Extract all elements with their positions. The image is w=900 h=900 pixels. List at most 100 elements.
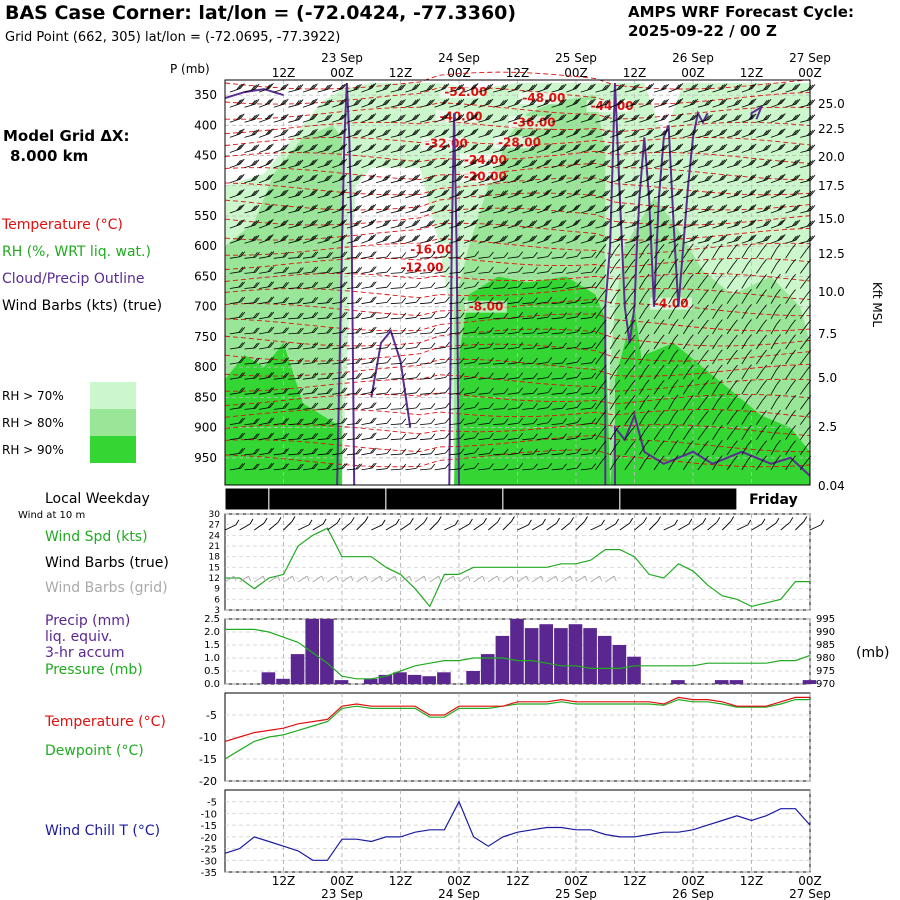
wind-barb xyxy=(624,235,640,244)
wind-barb xyxy=(317,403,333,410)
wind-barb xyxy=(302,204,318,214)
wind-barb xyxy=(712,234,728,244)
wind-barb xyxy=(653,274,665,289)
model-grid-label: Model Grid ΔX: xyxy=(3,127,130,145)
wind-barb xyxy=(332,432,348,441)
wind-barb xyxy=(507,327,524,335)
wind-barb xyxy=(302,357,319,365)
wind-barb-true-feather xyxy=(350,517,355,523)
weekday-box xyxy=(619,487,738,511)
wind-barb-grid-feather xyxy=(584,575,588,582)
wind-barb-true-feather xyxy=(364,516,369,522)
wind-barb xyxy=(463,417,480,425)
wind-barb xyxy=(522,372,538,380)
wind-barb-grid-feather xyxy=(540,575,544,582)
wind-barb xyxy=(595,455,607,471)
top-date-label: 25 Sep xyxy=(555,51,597,65)
wind-barb xyxy=(668,288,679,304)
wind-barb xyxy=(449,129,465,138)
wind-barb-grid xyxy=(458,575,469,583)
wind-barb-grid xyxy=(224,575,235,583)
wind-barb xyxy=(683,234,699,244)
wind-barb xyxy=(756,455,767,471)
wind-barb-grid xyxy=(400,575,410,583)
wind-barb xyxy=(536,219,552,229)
wind-barb xyxy=(317,267,333,274)
wind-barb xyxy=(478,128,494,138)
wind-barb xyxy=(376,357,392,365)
wind-barb xyxy=(288,129,304,138)
precip-tick-label: 1.5 xyxy=(204,640,220,651)
wind-barb xyxy=(375,204,391,214)
wind-barb xyxy=(332,417,348,425)
wind-barb-grid xyxy=(341,575,352,583)
wind-barb xyxy=(493,418,509,425)
wind-barb-true-feather xyxy=(277,517,282,523)
height-tick-label: 25.0 xyxy=(818,97,845,111)
wind-barb xyxy=(682,425,694,440)
wind-barb xyxy=(785,159,801,168)
wind-barb xyxy=(229,281,246,289)
wind-barb xyxy=(419,403,436,410)
wind-barb-true-feather xyxy=(322,518,327,525)
wind-barb-grid-feather xyxy=(526,575,529,582)
wind-barb xyxy=(741,364,752,380)
wind-barb xyxy=(478,433,494,441)
wind-barb xyxy=(258,113,274,123)
wind-barb xyxy=(288,205,304,214)
wind-barb xyxy=(229,266,246,274)
wind-barb xyxy=(551,189,567,199)
wind-barb xyxy=(785,289,796,304)
wind-barb xyxy=(756,174,772,184)
wind-barb xyxy=(258,158,274,168)
wind-barb xyxy=(332,447,348,456)
wind-barb xyxy=(712,189,728,199)
precip-bar xyxy=(554,628,568,684)
wind-barb xyxy=(668,258,679,274)
wind-barb xyxy=(405,327,421,335)
wind-barb xyxy=(332,462,348,471)
wind-barb xyxy=(580,251,597,259)
wind-barb xyxy=(551,219,567,229)
wind-barb xyxy=(419,297,436,305)
temperature-contour xyxy=(224,71,811,90)
wind-barb xyxy=(390,327,407,335)
wind-barb xyxy=(493,433,509,441)
wind-barb xyxy=(609,174,625,184)
wind-barb xyxy=(712,304,723,320)
wind-barb xyxy=(434,143,450,153)
wind-barb xyxy=(624,334,636,350)
wind-barb-true xyxy=(385,523,397,531)
wind-barb xyxy=(522,159,538,168)
wind-barb xyxy=(302,98,318,108)
wind-barb xyxy=(332,372,348,380)
precip-bar xyxy=(568,624,583,684)
wind-barb xyxy=(419,327,436,335)
wind-barb xyxy=(478,144,494,153)
wind-barb xyxy=(639,204,655,214)
wind-barb xyxy=(566,402,582,410)
wind-barb xyxy=(639,304,650,320)
temperature-contour-label: -32.00 xyxy=(425,136,468,150)
wind-barb xyxy=(302,448,319,456)
wind-barb xyxy=(551,448,567,456)
wind-barb xyxy=(536,204,552,214)
wind-barb-grid-feather xyxy=(599,575,603,582)
local-weekday-label: Local Weekday xyxy=(45,491,150,507)
wind-barb-true-feather xyxy=(657,516,661,522)
wind-barb xyxy=(697,274,709,289)
wind-barb xyxy=(317,463,333,471)
wind-barb-true-feather xyxy=(556,517,560,524)
wind-barb xyxy=(493,159,509,168)
wind-barb xyxy=(756,204,772,214)
wind-barb xyxy=(595,349,607,365)
wind-barb xyxy=(273,113,289,123)
wind-barb xyxy=(288,220,304,229)
wind-barb xyxy=(770,288,781,304)
wind-barb xyxy=(449,251,465,259)
legend-cloud: Cloud/Precip Outline xyxy=(2,271,145,287)
wind-barb xyxy=(332,266,348,274)
wind-barb xyxy=(536,311,553,320)
wind-barb xyxy=(273,418,290,425)
wind-barb xyxy=(478,327,494,335)
